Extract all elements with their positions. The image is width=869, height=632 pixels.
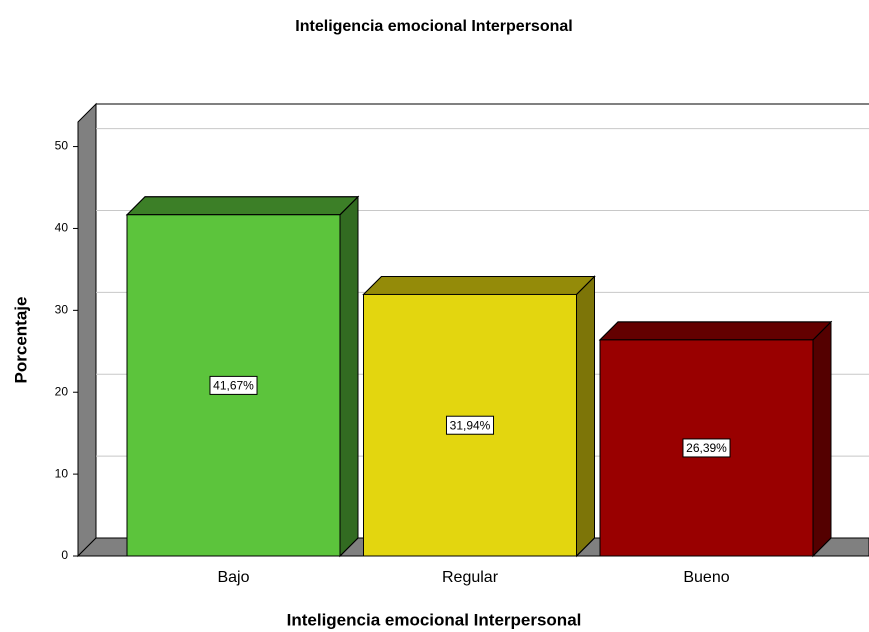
value-label: 26,39% [686, 441, 727, 455]
x-tick-label: Bueno [683, 569, 729, 586]
y-axis-label: Porcentaje [11, 297, 30, 384]
y-tick-label: 20 [55, 384, 69, 398]
value-label-box [209, 375, 258, 395]
bar-top-shade [125, 196, 360, 216]
x-tick-label: Bajo [217, 569, 249, 586]
y-tick-label: 0 [61, 548, 68, 562]
x-axis-label: Inteligencia emocional Interpersonal [287, 610, 582, 629]
bar-top-shade [362, 275, 596, 295]
bar-side-shade [576, 275, 595, 558]
y-tick-label: 50 [55, 139, 69, 153]
bar-top-shade [598, 321, 833, 341]
value-label-box [682, 438, 731, 458]
value-label: 31,94% [450, 418, 491, 432]
left-wall [77, 102, 97, 558]
y-tick-label: 30 [55, 303, 69, 317]
y-tick-label: 40 [55, 221, 69, 235]
y-tick-label: 10 [55, 466, 69, 480]
bar-side-shade [339, 195, 359, 558]
x-tick-label: Regular [442, 569, 499, 586]
bar-side-shade [812, 320, 832, 558]
chart-title: Inteligencia emocional Interpersonal [295, 18, 572, 35]
value-label: 41,67% [213, 379, 254, 393]
value-label-box [445, 415, 495, 435]
